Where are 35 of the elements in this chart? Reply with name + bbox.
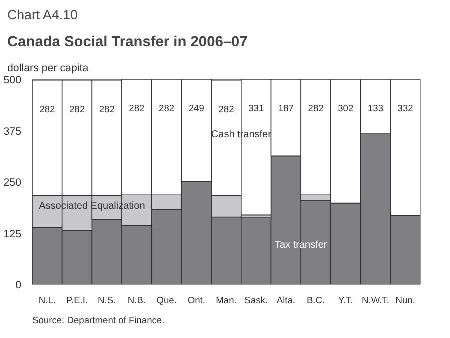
x-tick-label: Nun. — [396, 296, 416, 306]
data-label: 282 — [129, 104, 145, 114]
data-label: 187 — [278, 104, 294, 114]
data-label: 332 — [398, 104, 414, 114]
x-tick-label: N.L. — [38, 296, 56, 306]
chart-title: Chart A4.10 — [8, 8, 78, 22]
x-tick-label: Man. — [216, 296, 237, 306]
x-tick-label: Que. — [156, 296, 177, 306]
x-tick-label: N.B. — [128, 296, 146, 306]
x-tick-label: Ont. — [188, 296, 206, 306]
x-tick-label: N.W.T. — [362, 296, 390, 306]
x-tick-label: Alta. — [276, 296, 296, 306]
y-tick-label: 375 — [4, 126, 22, 138]
x-tick-label: Y.T. — [338, 296, 354, 306]
data-label: 249 — [188, 104, 204, 114]
y-tick-label: 125 — [4, 228, 22, 240]
x-tick-label: P.E.I. — [66, 296, 88, 306]
data-label: 331 — [248, 104, 264, 114]
data-label: 133 — [368, 104, 384, 114]
data-label: 282 — [159, 104, 175, 114]
x-tick-label: N.S. — [98, 296, 116, 306]
data-label: 282 — [99, 104, 115, 114]
y-tick-label: 0 — [16, 280, 22, 292]
data-label: 282 — [40, 104, 56, 114]
data-label: 282 — [69, 104, 86, 114]
y-tick-label: 250 — [4, 177, 22, 189]
data-label: 282 — [308, 104, 324, 114]
x-tick-label: Sask. — [244, 296, 268, 306]
y-tick-label: 500 — [4, 74, 22, 86]
data-label: 282 — [218, 104, 234, 114]
data-label: 302 — [338, 104, 354, 114]
source-note: Source: Department of Finance. — [32, 316, 165, 326]
x-tick-label: B.C. — [306, 296, 326, 306]
chart-subtitle: Canada Social Transfer in 2006–07 — [8, 34, 248, 50]
y-axis-title: dollars per capita — [8, 62, 89, 74]
